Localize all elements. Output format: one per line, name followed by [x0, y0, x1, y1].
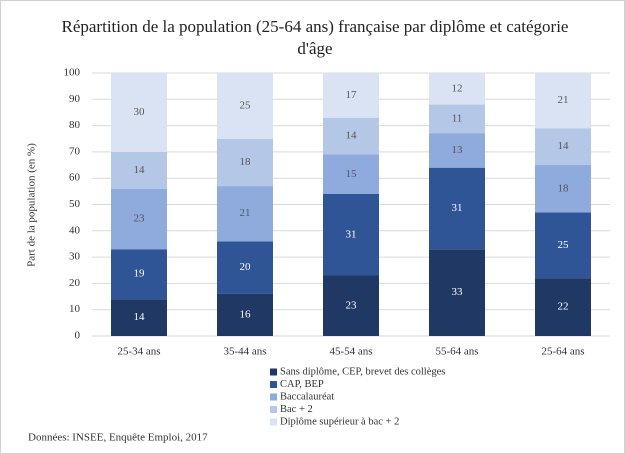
legend-swatch	[270, 381, 277, 388]
bar-segment	[429, 133, 485, 168]
legend-swatch	[270, 368, 277, 376]
value-label: 19	[134, 268, 146, 280]
legend-label: Baccalauréat	[280, 391, 334, 402]
bar-segment	[111, 151, 167, 189]
source-note: Données: INSEE, Enquête Emploi, 2017	[28, 432, 208, 444]
bar-segment	[535, 278, 591, 336]
value-label: 23	[346, 299, 358, 311]
legend-label: Bac + 2	[280, 404, 313, 415]
value-label: 21	[558, 94, 569, 106]
bar-segment	[535, 128, 591, 166]
value-label: 23	[134, 212, 146, 224]
legend-label: Sans diplôme, CEP, brevet des collèges	[280, 366, 445, 377]
value-label: 14	[558, 140, 570, 152]
bar-segment	[429, 104, 485, 134]
bar-segment	[429, 167, 485, 250]
y-tick-label: 90	[69, 93, 81, 105]
bar-segment	[111, 249, 167, 300]
chart-title: Répartition de la population (25-64 ans)…	[61, 17, 569, 58]
value-label: 25	[558, 239, 570, 251]
value-label: 22	[558, 301, 569, 313]
value-label: 20	[240, 261, 252, 273]
bar-segment	[323, 154, 379, 194]
value-label: 16	[240, 308, 252, 320]
x-tick-label: 55-64 ans	[435, 346, 478, 358]
value-label: 13	[452, 144, 464, 156]
y-tick-label: 30	[69, 251, 81, 263]
x-tick-label: 25-34 ans	[117, 346, 160, 358]
y-axis-label: Part de la population (en %)	[26, 143, 38, 267]
legend-swatch	[270, 418, 277, 426]
value-label: 18	[240, 156, 252, 168]
bar-segment	[323, 117, 379, 155]
bar-segment	[111, 73, 167, 152]
bar-segment	[217, 186, 273, 242]
legend-swatch	[270, 406, 277, 413]
x-tick-label: 25-64 ans	[541, 346, 584, 358]
y-tick-label: 40	[69, 224, 81, 236]
value-label: 14	[134, 164, 146, 176]
x-tick-label: 45-54 ans	[329, 346, 372, 358]
x-tick-label: 35-44 ans	[223, 346, 266, 358]
y-tick-label: 60	[69, 172, 81, 184]
bar-segment	[323, 73, 379, 118]
value-label: 25	[240, 99, 252, 111]
bar-segment	[535, 165, 591, 213]
y-tick-label: 100	[64, 67, 81, 79]
value-label: 15	[346, 168, 358, 180]
y-tick-label: 20	[69, 277, 81, 289]
bar-segment	[429, 249, 485, 336]
value-label: 31	[346, 228, 357, 240]
legend-label: Diplôme supérieur à bac + 2	[280, 416, 399, 427]
legend-swatch	[270, 393, 277, 401]
value-label: 18	[558, 182, 570, 194]
bar-segment	[429, 73, 485, 105]
value-label: 11	[452, 113, 463, 125]
bar-segment	[111, 299, 167, 336]
value-label: 14	[134, 311, 146, 323]
value-label: 31	[452, 202, 463, 214]
y-tick-label: 70	[69, 145, 81, 157]
bar-segment	[217, 73, 273, 139]
bar-segment	[217, 241, 273, 294]
bar-segment	[111, 188, 167, 250]
y-tick-label: 0	[75, 330, 81, 342]
y-tick-label: 50	[69, 198, 81, 210]
legend-label: CAP, BEP	[280, 379, 324, 390]
value-label: 33	[452, 286, 464, 298]
value-label: 30	[134, 106, 146, 118]
bar-segment	[323, 193, 379, 276]
value-label: 14	[346, 130, 358, 142]
bar-segment	[535, 73, 591, 129]
y-tick-label: 80	[69, 119, 81, 131]
value-label: 21	[240, 207, 251, 219]
bar-segment	[217, 138, 273, 187]
bar-segment	[217, 293, 273, 336]
y-tick-label: 10	[69, 303, 81, 315]
value-label: 17	[346, 89, 358, 101]
bar-segment	[535, 212, 591, 279]
value-label: 12	[452, 82, 463, 94]
bar-segment	[323, 275, 379, 336]
